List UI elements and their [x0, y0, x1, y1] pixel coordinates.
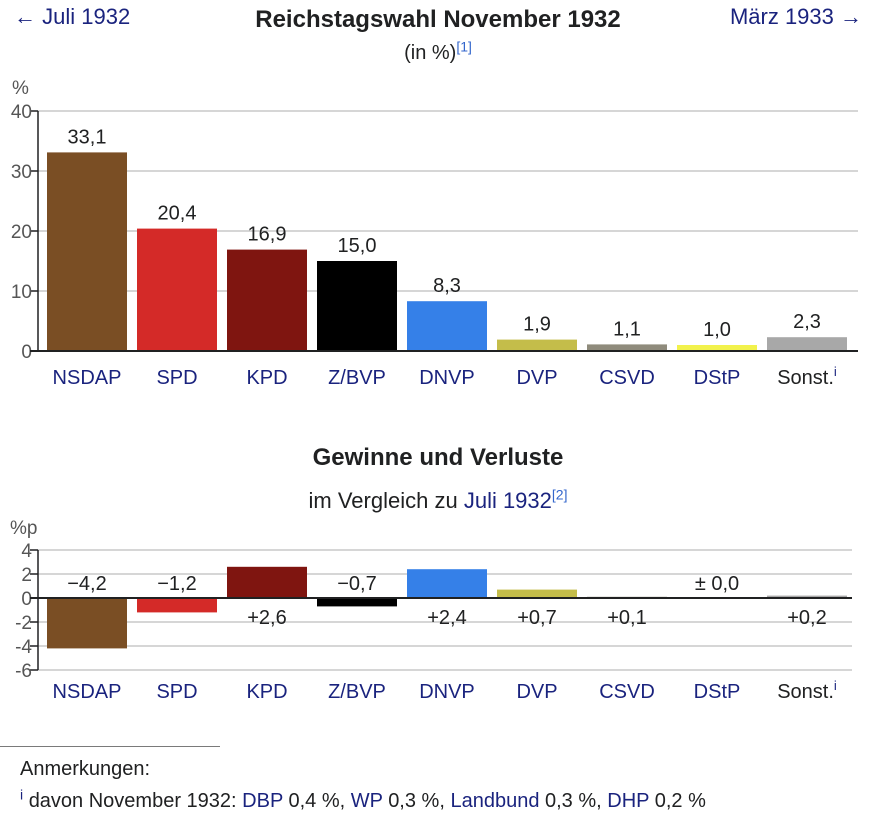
change-category-label: NSDAP	[53, 681, 122, 703]
change-value-label: +0,1	[607, 607, 646, 629]
change-category-label: CSVD	[599, 681, 655, 703]
main-value-label: 16,9	[248, 224, 287, 246]
change-bar-kpd	[227, 566, 307, 598]
change-chart-subtitle-text: im Vergleich zu	[308, 488, 458, 513]
main-value-label: 15,0	[338, 235, 377, 257]
main-category-label: DStP	[694, 367, 741, 389]
notes-marker: i	[20, 786, 24, 803]
main-tick-label: 10	[11, 282, 32, 303]
change-tick-label: 0	[21, 589, 32, 610]
main-tick-label: 0	[21, 342, 32, 363]
main-category-label: DNVP	[419, 367, 475, 389]
main-value-label: 1,9	[523, 314, 551, 336]
main-chart-reference-link[interactable]: [1]	[456, 38, 472, 55]
change-value-label: −4,2	[67, 573, 106, 595]
main-bar-dstp	[677, 345, 757, 351]
main-category-label: CSVD	[599, 367, 655, 389]
notes-line: i davon November 1932: DBP 0,4 %, WP 0,3…	[20, 787, 706, 813]
change-value-label: −0,7	[337, 573, 376, 595]
main-tick-label: 30	[11, 162, 32, 183]
notes-party-link[interactable]: WP	[350, 790, 383, 812]
main-tick-label: 40	[11, 102, 32, 123]
main-value-label: 33,1	[68, 126, 107, 148]
main-category-label: DVP	[516, 367, 557, 389]
change-chart-title: Gewinne und Verluste	[312, 444, 564, 471]
change-comparison-link[interactable]: Juli 1932	[463, 488, 552, 513]
change-chart-reference-link[interactable]: [2]	[551, 486, 568, 503]
change-tick-label: -2	[15, 613, 32, 634]
change-value-label: ± 0,0	[695, 573, 739, 595]
notes-party-link[interactable]: Landbund	[450, 790, 540, 812]
main-category-label: SPD	[156, 367, 197, 389]
notes-party-value: 0,3 %,	[545, 790, 602, 812]
change-bar-zbvp	[317, 598, 397, 607]
change-category-label: KPD	[246, 681, 287, 703]
main-category-label: Z/BVP	[328, 367, 386, 389]
main-bar-csvd	[587, 344, 667, 351]
notes-heading: Anmerkungen:	[20, 758, 151, 780]
notes-party-value: 0,2 %	[654, 790, 706, 812]
change-tick-label: 4	[21, 541, 32, 562]
change-value-label: +2,6	[247, 607, 286, 629]
main-bar-dnvp	[407, 301, 487, 351]
main-category-label: KPD	[246, 367, 287, 389]
main-value-label: 8,3	[433, 275, 461, 297]
change-value-label: +0,2	[787, 607, 826, 629]
main-value-label: 20,4	[158, 203, 197, 225]
notes-prefix: davon November 1932:	[28, 790, 237, 812]
main-value-label: 1,1	[613, 318, 641, 340]
change-bar-dnvp	[407, 569, 487, 598]
change-bar-nsdap	[47, 598, 127, 649]
notes-party-link[interactable]: DHP	[607, 790, 650, 812]
notes-party-value: 0,4 %,	[288, 790, 346, 812]
change-tick-label: -6	[15, 661, 32, 682]
main-bar-nsdap	[47, 152, 127, 351]
main-chart-title: Reichstagswahl November 1932	[255, 6, 621, 33]
change-category-label: DNVP	[419, 681, 475, 703]
change-bar-spd	[137, 598, 217, 613]
change-bar-sonst	[767, 595, 847, 598]
main-tick-label: 20	[11, 222, 32, 243]
nav-next-election-link[interactable]: März 1933 →	[729, 4, 862, 29]
change-tick-label: -4	[15, 637, 32, 658]
gains-losses-chart: %p -6 -4 -2 0 2 4 −4,2 NSDAP −1,2 SPD +2,6 KPD −0,7 Z/…	[10, 518, 852, 703]
change-tick-label: 2	[21, 565, 32, 586]
main-category-label: NSDAP	[53, 367, 122, 389]
main-bar-spd	[137, 228, 217, 351]
change-category-label: DStP	[694, 681, 741, 703]
change-chart-subtitle: im Vergleich zu Juli 1932[2]	[0, 488, 876, 514]
change-category-label: DVP	[516, 681, 557, 703]
main-category-label: Sonst.i	[777, 364, 837, 389]
notes-party-value: 0,3 %,	[388, 790, 445, 812]
nav-previous-election-link[interactable]: ← Juli 1932	[14, 4, 131, 29]
change-category-label: Sonst.i	[777, 678, 837, 703]
main-bar-zbvp	[317, 261, 397, 351]
main-value-label: 1,0	[703, 319, 731, 341]
change-bar-dvp	[497, 589, 577, 598]
notes-divider	[0, 746, 220, 747]
main-chart-subtitle-text: (in %)	[404, 42, 457, 64]
change-category-label: SPD	[156, 681, 197, 703]
main-chart-subtitle: (in %)[1]	[0, 39, 876, 65]
change-value-label: +0,7	[517, 607, 556, 629]
main-axis-unit: %	[12, 78, 29, 99]
change-value-label: −1,2	[157, 573, 196, 595]
main-bar-kpd	[227, 249, 307, 351]
change-axis-unit: %p	[10, 518, 37, 539]
main-bar-dvp	[497, 339, 577, 351]
notes-party-link[interactable]: DBP	[242, 790, 283, 812]
change-category-label: Z/BVP	[328, 681, 386, 703]
main-bar-sonst	[767, 337, 847, 351]
vote-share-chart: % 0 10 20 30 40 33,1 NSDAP 20,4 SPD 16,9 KPD 15,0 Z/B…	[11, 78, 858, 389]
change-value-label: +2,4	[427, 607, 466, 629]
main-value-label: 2,3	[793, 311, 821, 333]
